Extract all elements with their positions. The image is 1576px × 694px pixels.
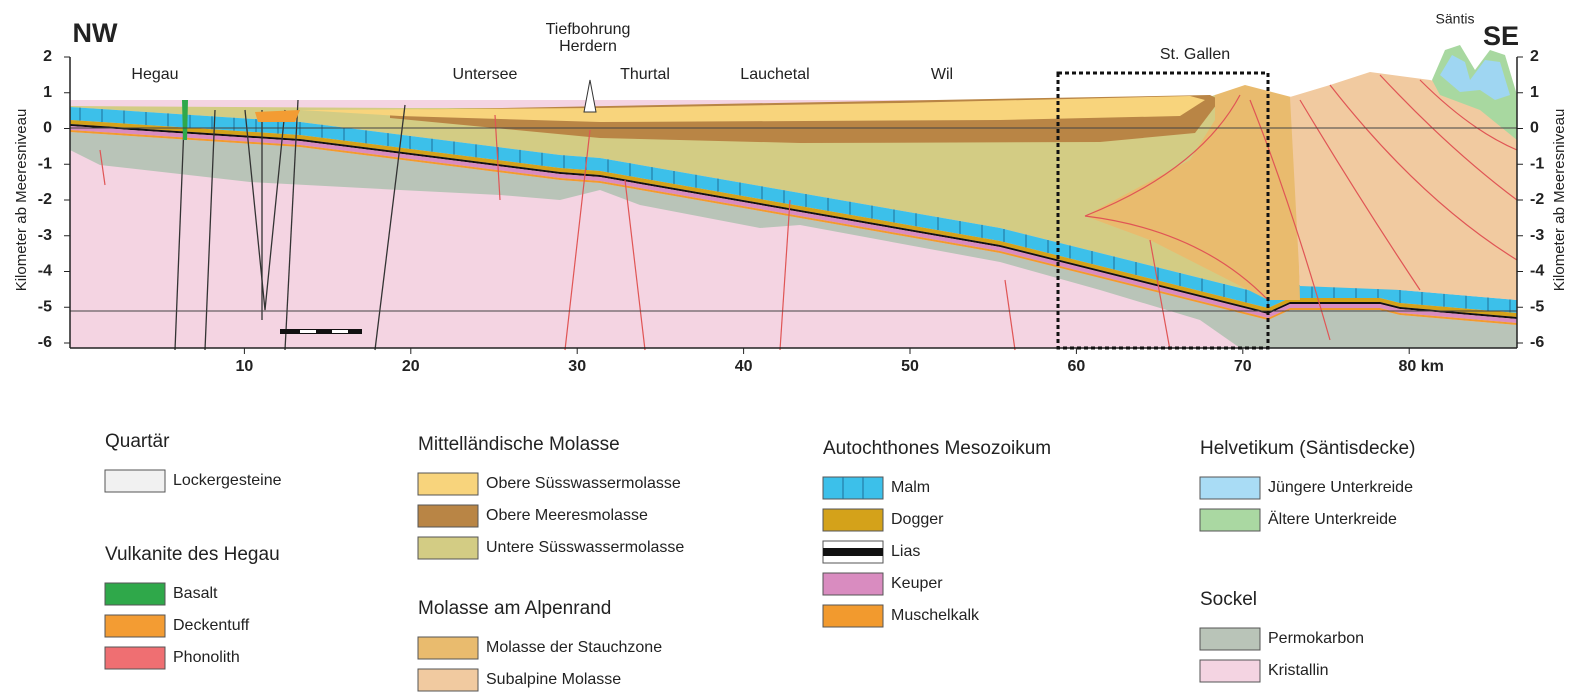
borehole-rig: [584, 80, 596, 112]
legend-item-label: Malm: [891, 479, 930, 496]
legend-swatch: [418, 637, 478, 659]
legend-group-title: Sockel: [1200, 589, 1257, 610]
y-tick-label-right: -5: [1530, 298, 1544, 315]
legend-swatch: [418, 669, 478, 691]
legend-item-label: Ältere Unterkreide: [1268, 510, 1397, 528]
legend-group-title: Autochthones Mesozoikum: [823, 438, 1051, 459]
legend-group-title: Quartär: [105, 431, 170, 452]
legend-item-label: Jüngere Unterkreide: [1268, 479, 1413, 496]
legend-group-title: Molasse am Alpenrand: [418, 598, 611, 619]
legend-item-label: Molasse der Stauchzone: [486, 639, 662, 656]
legend-item-label: Keuper: [891, 575, 943, 592]
legend-swatch: [1200, 660, 1260, 682]
y-tick-label: -2: [38, 191, 52, 208]
place-label: Lauchetal: [740, 66, 809, 83]
legend-item-label: Phonolith: [173, 649, 240, 666]
place-label: Hegau: [131, 66, 178, 83]
legend-swatch: [418, 537, 478, 559]
deckentuff: [255, 110, 300, 122]
legend-group-title: Helvetikum (Säntisdecke): [1200, 438, 1415, 459]
legend-swatch: [823, 605, 883, 627]
legend-group-title: Mittelländische Molasse: [418, 434, 620, 455]
legend-swatch: [1200, 509, 1260, 531]
place-label: St. Gallen: [1160, 46, 1230, 63]
y-tick-label: -4: [38, 263, 52, 280]
y-axis-label: Kilometer ab Meeresniveau: [13, 109, 30, 292]
place-label: Untersee: [453, 66, 518, 83]
y-tick-label-right: 1: [1530, 84, 1539, 101]
legend-swatch: [823, 509, 883, 531]
legend-swatch: [105, 470, 165, 492]
scale-bar: [280, 329, 362, 334]
y-tick-label-right: -2: [1530, 191, 1544, 208]
x-tick-label: 10: [236, 358, 254, 375]
legend-item-label: Muschelkalk: [891, 607, 980, 624]
legend-swatch: [1200, 628, 1260, 650]
y-tick-label-right: -6: [1530, 334, 1544, 351]
legend-item-label: Deckentuff: [173, 617, 250, 634]
legend-swatch: [823, 477, 883, 499]
legend-item-label: Obere Meeresmolasse: [486, 507, 648, 524]
x-tick-label: 70: [1234, 358, 1252, 375]
legend-swatch: [823, 573, 883, 595]
legend-item-label: Subalpine Molasse: [486, 671, 621, 688]
place-label: Thurtal: [620, 66, 670, 83]
legend-group-title: Vulkanite des Hegau: [105, 544, 280, 565]
y-tick-label-right: -4: [1530, 263, 1544, 280]
x-tick-label: 50: [901, 358, 919, 375]
place-label: Herdern: [559, 38, 617, 55]
legend-item-label: Lias: [891, 543, 920, 560]
legend-item-label: Lockergesteine: [173, 472, 282, 489]
basalt: [182, 100, 188, 140]
legend-item-label: Kristallin: [1268, 662, 1328, 679]
legend-item-label: Permokarbon: [1268, 630, 1364, 647]
y-tick-label-right: -1: [1530, 155, 1544, 172]
y-tick-label: 1: [43, 84, 52, 101]
x-tick-label: 80 km: [1399, 358, 1444, 375]
y-tick-label: -5: [38, 298, 52, 315]
legend-swatch: [1200, 477, 1260, 499]
y-tick-label: -1: [38, 155, 52, 172]
legend-swatch: [418, 473, 478, 495]
direction-se: SE: [1483, 21, 1519, 51]
legend-swatch: [105, 647, 165, 669]
legend-item-label: Obere Süsswassermolasse: [486, 475, 681, 492]
place-label: Wil: [931, 66, 953, 83]
y-tick-label: -3: [38, 227, 52, 244]
cross-section-figure: NW SE Kilometer ab Meeresniveau Kilomete…: [0, 0, 1576, 694]
y-tick-label: 0: [43, 120, 52, 137]
legend-item-label: Basalt: [173, 585, 218, 602]
legend-swatch: [105, 615, 165, 637]
legend-item-label: Dogger: [891, 511, 944, 528]
y-tick-label-right: 0: [1530, 120, 1539, 137]
x-tick-label: 60: [1068, 358, 1086, 375]
x-tick-label: 40: [735, 358, 753, 375]
y-tick-label: 2: [43, 48, 52, 65]
y-tick-label-right: -3: [1530, 227, 1544, 244]
legend-item-label: Untere Süsswassermolasse: [486, 539, 684, 556]
y-tick-label: -6: [38, 334, 52, 351]
x-tick-label: 30: [568, 358, 586, 375]
x-tick-label: 20: [402, 358, 420, 375]
y-tick-label-right: 2: [1530, 48, 1539, 65]
place-label: Säntis: [1436, 11, 1475, 27]
legend-swatch: [105, 583, 165, 605]
legend-swatch: [418, 505, 478, 527]
place-label: Tiefbohrung: [546, 21, 631, 38]
direction-nw: NW: [73, 18, 118, 48]
legend-swatch-band: [823, 548, 883, 556]
y-axis-label-right: Kilometer ab Meeresniveau: [1551, 109, 1568, 292]
